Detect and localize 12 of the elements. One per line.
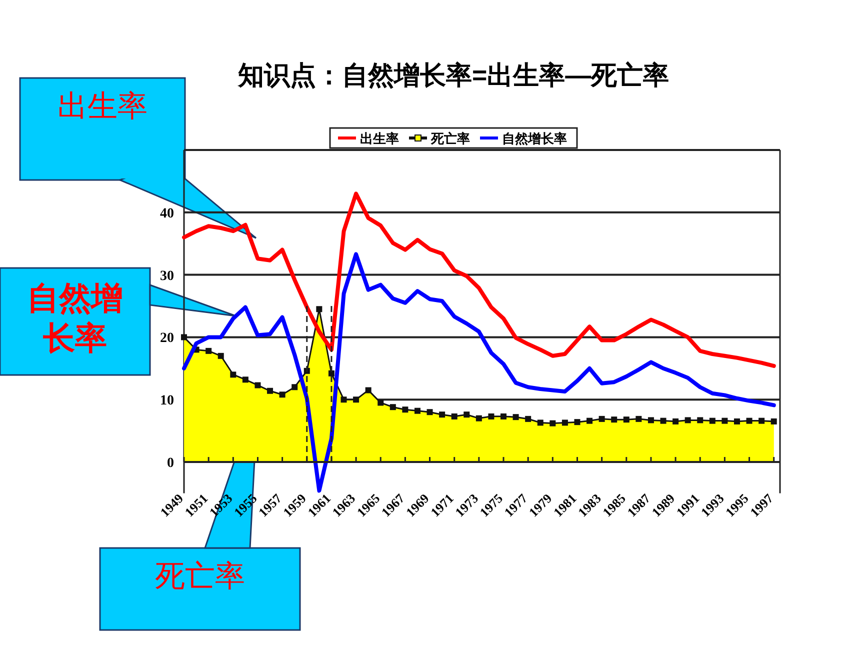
y-tick-label: 10 xyxy=(160,394,174,409)
chart-title: 知识点：自然增长率=出生率—死亡率 xyxy=(238,59,670,92)
y-tick-label: 40 xyxy=(160,206,174,222)
y-tick-label: 0 xyxy=(167,456,174,471)
y-tick-label: 30 xyxy=(160,268,174,284)
legend-label: 出生率 xyxy=(360,131,399,146)
legend-label: 自然增长率 xyxy=(502,131,567,146)
text: 死亡率 xyxy=(154,559,246,595)
legend-label: 死亡率 xyxy=(430,131,470,146)
y-tick-label: 20 xyxy=(160,331,174,346)
text: 出生率 xyxy=(56,89,148,125)
text: 自然增长率 xyxy=(26,279,124,358)
